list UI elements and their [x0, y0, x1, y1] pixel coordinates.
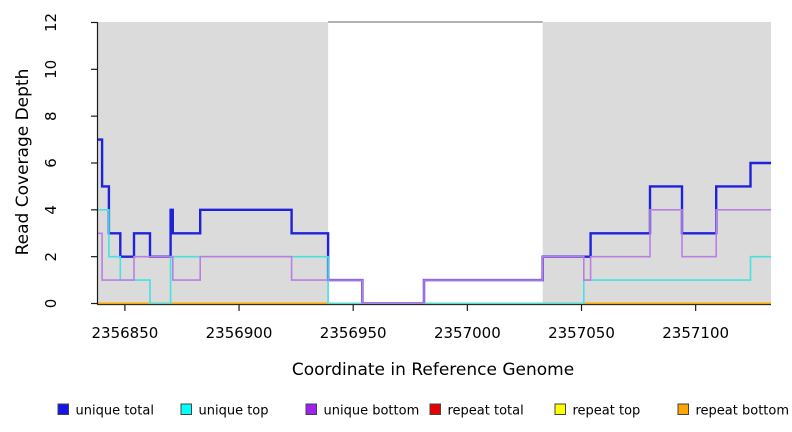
x-tick-label: 2357050	[548, 324, 615, 342]
y-tick-label: 2	[42, 252, 60, 262]
legend-item: unique total	[57, 403, 154, 419]
legend-label: unique top	[199, 404, 269, 419]
legend-item: unique bottom	[305, 403, 420, 419]
y-tick-label: 0	[42, 299, 60, 309]
plot-panel	[97, 21, 771, 304]
legend-label: repeat top	[573, 404, 641, 419]
y-tick-label: 6	[42, 158, 60, 168]
legend-swatch	[677, 403, 689, 415]
y-tick-label: 4	[42, 205, 60, 215]
y-tick-label: 10	[42, 60, 60, 79]
x-tick-label: 2357100	[662, 324, 729, 342]
y-axis-title: Read Coverage Depth	[13, 69, 33, 256]
legend-swatch	[554, 403, 566, 415]
legend-item: unique top	[180, 403, 269, 419]
legend-label: unique total	[76, 404, 154, 419]
series-line-unique-top	[97, 209, 771, 305]
series-group	[97, 138, 771, 305]
series-line-unique-bottom	[97, 209, 771, 305]
legend-item: repeat total	[429, 403, 524, 419]
x-tick-label: 2356900	[206, 324, 273, 342]
legend-label: repeat total	[448, 404, 524, 419]
legend-swatch	[180, 403, 192, 415]
legend-item: repeat top	[554, 403, 641, 419]
legend-swatch	[57, 403, 69, 415]
highlight-region	[542, 22, 771, 304]
legend-swatch	[305, 403, 317, 415]
y-tick-label: 12	[42, 13, 60, 32]
legend-label: unique bottom	[324, 404, 420, 419]
legend-item: repeat bottom	[677, 403, 790, 419]
x-axis-title: Coordinate in Reference Genome	[292, 360, 574, 380]
x-tick-label: 2357000	[434, 324, 501, 342]
legend-label: repeat bottom	[696, 404, 790, 419]
series-line-unique-total	[97, 138, 771, 305]
highlight-region	[97, 22, 329, 304]
axes-group: 2356850 2356900 2356950 2357000 2357050 23571…	[42, 13, 771, 342]
legend-swatch	[429, 403, 441, 415]
x-tick-label: 2356850	[91, 324, 158, 342]
chart-legend: unique total unique top unique bottom repea…	[57, 403, 790, 419]
y-tick-label: 8	[42, 111, 60, 121]
x-tick-label: 2356950	[320, 324, 387, 342]
